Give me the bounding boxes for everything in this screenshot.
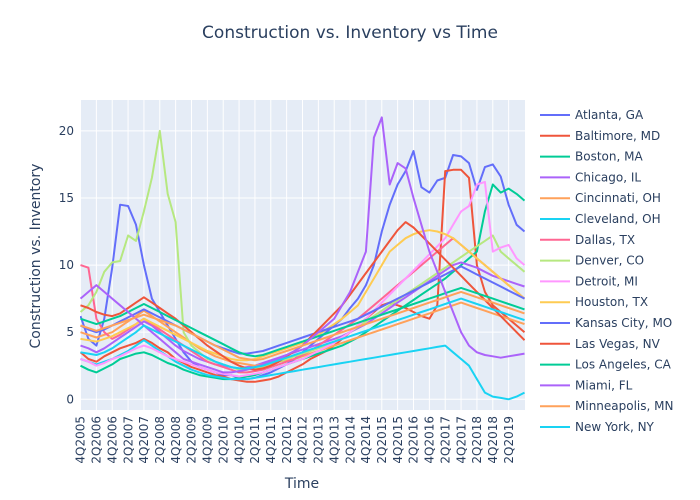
legend-item-new-york-ny[interactable]: New York, NY: [540, 420, 655, 434]
legend-item-los-angeles-ca[interactable]: Los Angeles, CA: [540, 358, 672, 372]
x-tick-label: 2Q2010: [216, 416, 230, 464]
x-tick-label: 2Q2019: [502, 416, 516, 464]
x-tick-label: 2Q2016: [407, 416, 421, 464]
chart-title: Construction vs. Inventory vs Time: [202, 23, 498, 43]
x-tick-label: 4Q2014: [359, 416, 373, 464]
x-tick-label: 4Q2008: [169, 416, 183, 464]
legend-item-boston-ma[interactable]: Boston, MA: [540, 150, 643, 164]
series-line-cleveland-oh: [80, 339, 525, 401]
series-line-detroit-mi: [80, 180, 525, 378]
legend-label: Baltimore, MD: [575, 129, 660, 143]
series-line-minneapolis-mn: [80, 290, 525, 362]
series-group: [80, 116, 525, 401]
legend-label: Minneapolis, MN: [575, 399, 673, 413]
y-axis-title: Construction vs. Inventory: [28, 164, 44, 349]
y-tick-label: 15: [59, 191, 74, 205]
y-tick-label: 0: [66, 392, 74, 406]
legend-label: Los Angeles, CA: [575, 358, 672, 372]
x-tick-label: 4Q2011: [264, 416, 278, 464]
legend-label: Kansas City, MO: [575, 316, 672, 330]
x-tick-label: 2Q2017: [438, 416, 452, 464]
legend-label: Cleveland, OH: [575, 212, 661, 226]
legend-label: Atlanta, GA: [575, 108, 644, 122]
legend-item-miami-fl[interactable]: Miami, FL: [540, 378, 633, 392]
x-tick-label: 2Q2011: [248, 416, 262, 464]
x-tick-label: 2Q2007: [121, 416, 135, 464]
legend-item-cincinnati-oh[interactable]: Cincinnati, OH: [540, 191, 661, 205]
x-tick-label: 2Q2008: [153, 416, 167, 464]
legend-label: Miami, FL: [575, 378, 633, 392]
legend-item-detroit-mi[interactable]: Detroit, MI: [540, 274, 638, 288]
series-line-los-angeles-ca: [80, 286, 525, 358]
legend-label: Chicago, IL: [575, 170, 641, 184]
x-tick-label: 4Q2006: [105, 416, 119, 464]
series-line-baltimore-md: [80, 168, 525, 383]
x-tick-label: 2Q2009: [185, 416, 199, 464]
x-tick-label: 4Q2012: [296, 416, 310, 464]
y-tick-label: 10: [59, 258, 74, 272]
x-tick-label: 4Q2016: [423, 416, 437, 464]
legend-item-minneapolis-mn[interactable]: Minneapolis, MN: [540, 399, 673, 413]
legend-label: Boston, MA: [575, 150, 643, 164]
legend-item-kansas-city-mo[interactable]: Kansas City, MO: [540, 316, 672, 330]
x-tick-label: 2Q2012: [280, 416, 294, 464]
x-tick-label: 4Q2005: [74, 416, 88, 464]
legend-item-houston-tx[interactable]: Houston, TX: [540, 295, 648, 309]
x-tick-label: 4Q2010: [232, 416, 246, 464]
legend-item-cleveland-oh[interactable]: Cleveland, OH: [540, 212, 661, 226]
legend[interactable]: Atlanta, GA Baltimore, MD Boston, MA Chicag…: [540, 108, 673, 434]
x-tick-label: 2Q2014: [343, 416, 357, 464]
x-tick-label: 2Q2006: [90, 416, 104, 464]
x-tick-label: 4Q2017: [454, 416, 468, 464]
legend-item-denver-co[interactable]: Denver, CO: [540, 254, 644, 268]
series-line-houston-tx: [80, 229, 525, 362]
series-line-new-york-ny: [80, 297, 525, 370]
x-tick-label: 4Q2013: [327, 416, 341, 464]
y-tick-label: 20: [59, 124, 74, 138]
legend-item-las-vegas-nv[interactable]: Las Vegas, NV: [540, 337, 661, 351]
legend-item-dallas-tx[interactable]: Dallas, TX: [540, 233, 635, 247]
x-axis-title: Time: [284, 476, 319, 492]
legend-item-baltimore-md[interactable]: Baltimore, MD: [540, 129, 660, 143]
legend-item-chicago-il[interactable]: Chicago, IL: [540, 170, 641, 184]
x-tick-label: 2Q2013: [312, 416, 326, 464]
series-line-dallas-tx: [80, 237, 525, 374]
x-tick-label: 4Q2015: [391, 416, 405, 464]
x-tick-label: 2Q2015: [375, 416, 389, 464]
series-line-kansas-city-mo: [80, 265, 525, 355]
x-tick-label: 4Q2018: [486, 416, 500, 464]
x-tick-label: 4Q2007: [137, 416, 151, 464]
x-tick-label: 2Q2018: [470, 416, 484, 464]
legend-label: Dallas, TX: [575, 233, 635, 247]
legend-label: Las Vegas, NV: [575, 337, 661, 351]
legend-item-atlanta-ga[interactable]: Atlanta, GA: [540, 108, 644, 122]
x-tick-label: 4Q2009: [201, 416, 215, 464]
legend-label: Denver, CO: [575, 254, 644, 268]
legend-label: Houston, TX: [575, 295, 648, 309]
y-tick-label: 5: [66, 325, 74, 339]
series-line-chicago-il: [80, 261, 525, 370]
legend-label: New York, NY: [575, 420, 655, 434]
legend-label: Cincinnati, OH: [575, 191, 661, 205]
legend-label: Detroit, MI: [575, 274, 638, 288]
